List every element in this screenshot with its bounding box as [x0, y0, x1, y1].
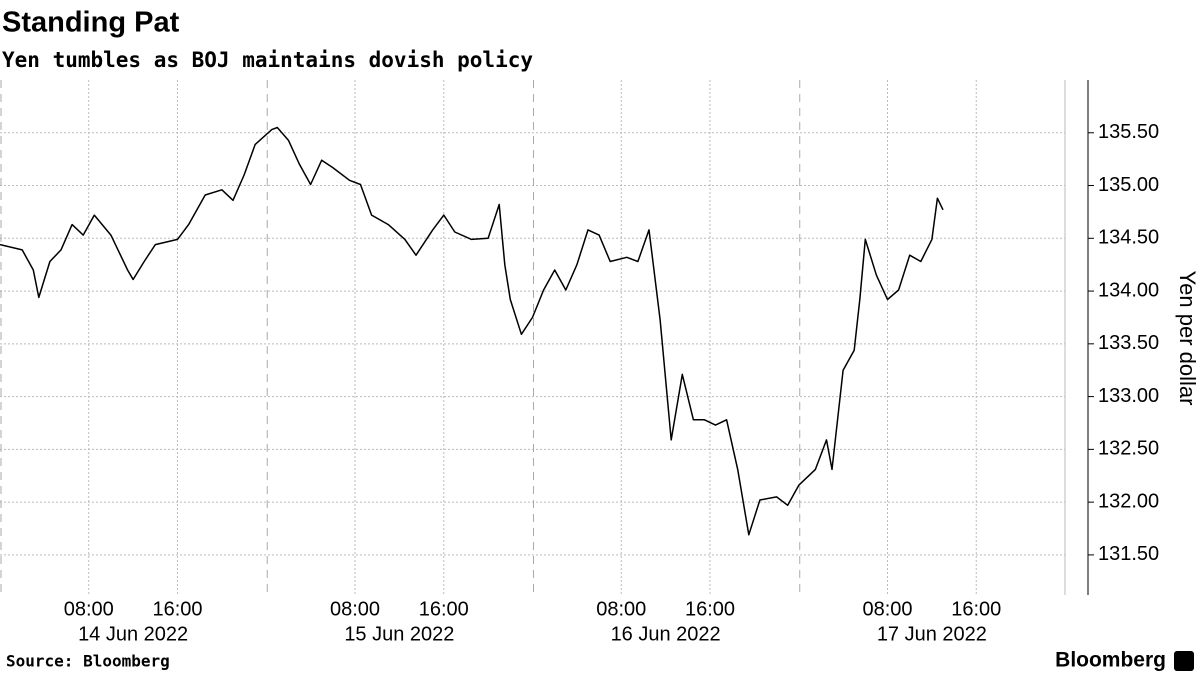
y-tick-label: 133.00	[1098, 385, 1159, 407]
x-tick-label: 08:00	[596, 598, 646, 620]
y-axis-label: Yen per dollar	[1175, 271, 1200, 406]
y-tick-label: 133.50	[1098, 332, 1159, 354]
y-tick-label: 134.50	[1098, 227, 1159, 249]
y-tick-label: 132.00	[1098, 490, 1159, 512]
date-label: 14 Jun 2022	[78, 623, 188, 645]
y-tick-label: 135.50	[1098, 121, 1159, 143]
x-tick-label: 08:00	[64, 598, 114, 620]
x-tick-label: 16:00	[419, 598, 469, 620]
x-tick-label: 16:00	[685, 598, 735, 620]
date-label: 16 Jun 2022	[611, 623, 721, 645]
chart-subtitle: Yen tumbles as BOJ maintains dovish poli…	[2, 48, 533, 72]
x-tick-label: 16:00	[951, 598, 1001, 620]
x-tick-label: 08:00	[862, 598, 912, 620]
y-tick-label: 135.00	[1098, 174, 1159, 196]
source: Source: Bloomberg	[6, 652, 170, 671]
chart-title: Standing Pat	[2, 7, 180, 39]
y-tick-label: 132.50	[1098, 438, 1159, 460]
brand-icon	[1174, 651, 1194, 671]
x-tick-label: 08:00	[330, 598, 380, 620]
y-tick-label: 131.50	[1098, 543, 1159, 565]
x-tick-label: 16:00	[152, 598, 202, 620]
date-label: 15 Jun 2022	[344, 623, 454, 645]
price-line	[0, 126, 944, 536]
date-label: 17 Jun 2022	[877, 623, 987, 645]
y-tick-label: 134.00	[1098, 279, 1159, 301]
brand: Bloomberg	[1055, 649, 1166, 672]
